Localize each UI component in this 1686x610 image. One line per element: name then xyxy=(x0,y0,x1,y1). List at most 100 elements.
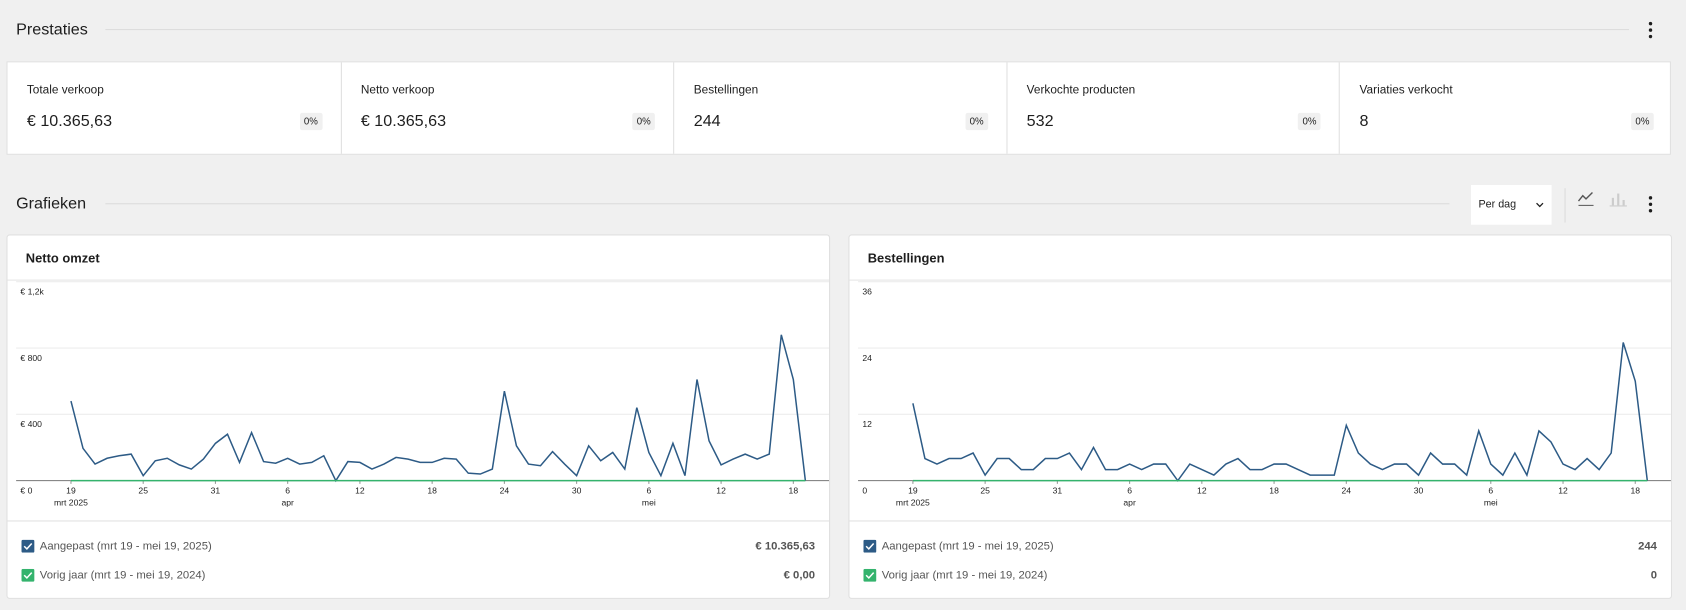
chart-title: Netto omzet xyxy=(25,250,100,266)
x-tick-label: 12 xyxy=(1197,486,1207,496)
x-tick-label: 31 xyxy=(1053,486,1063,496)
stat-change: 0% xyxy=(965,112,988,131)
divider xyxy=(849,520,1671,522)
checkmark xyxy=(23,543,33,551)
menu-button[interactable] xyxy=(1643,19,1658,41)
x-tick-label: 6 xyxy=(646,486,651,496)
x-tick-label: 30 xyxy=(1414,486,1424,496)
stat-change: 0% xyxy=(1631,112,1654,131)
legend-row: Aangepast (mrt 19 - mei 19, 2025) € 10.36… xyxy=(8,539,829,556)
chart-panel: Netto omzet € 0 € 400 € 800 € 1,2k 19 25 31 6 12 1… xyxy=(6,234,831,599)
stat-label: Totale verkoop xyxy=(26,83,104,97)
y-tick-label: € 400 xyxy=(20,419,42,429)
stat-card: Totale verkoop € 10.365,63 0% xyxy=(8,62,341,153)
legend-row: Aangepast (mrt 19 - mei 19, 2025) 244 xyxy=(849,539,1670,556)
series-line xyxy=(70,334,807,483)
x-tick-label: 12 xyxy=(355,486,365,496)
checkmark xyxy=(865,572,875,580)
chart-title: Bestellingen xyxy=(867,250,945,266)
checkmark xyxy=(23,572,33,580)
stat-value: € 10.365,63 xyxy=(360,111,447,131)
stat-label: Verkochte producten xyxy=(1026,83,1136,97)
checkbox-box xyxy=(21,568,35,582)
legend-checkbox[interactable] xyxy=(863,539,877,553)
x-month-label: mrt 2025 xyxy=(896,497,930,507)
divider xyxy=(105,29,1630,31)
x-tick-label: 19 xyxy=(66,486,76,496)
x-tick-label: 18 xyxy=(427,486,437,496)
x-tick-label: 25 xyxy=(138,486,148,496)
x-tick-label: 31 xyxy=(211,486,221,496)
legend-total: 0 xyxy=(1650,568,1657,582)
chevron xyxy=(1536,202,1544,208)
stat-card: Bestellingen 244 0% xyxy=(673,62,1006,154)
select-value: Per dag xyxy=(1478,198,1517,211)
stat-card: Verkochte producten 532 0% xyxy=(1006,62,1339,154)
stat-value: 532 xyxy=(1026,111,1054,131)
legend-checkbox[interactable] xyxy=(21,539,35,553)
x-tick-label: 18 xyxy=(789,486,799,496)
x-month-label: mei xyxy=(642,497,656,507)
section-title: Grafieken xyxy=(16,194,87,213)
checkbox-box xyxy=(863,568,877,582)
series-line xyxy=(912,342,1649,482)
stat-value: 244 xyxy=(693,111,721,131)
stat-label: Netto verkoop xyxy=(360,83,435,97)
legend-row: Vorig jaar (mrt 19 - mei 19, 2024) 0 xyxy=(849,568,1670,585)
x-month-label: apr xyxy=(281,497,294,507)
legend-total: € 0,00 xyxy=(783,568,816,582)
x-tick-label: 25 xyxy=(980,486,990,496)
divider xyxy=(105,203,1450,205)
stat-label: Bestellingen xyxy=(693,83,759,97)
legend-label: Aangepast (mrt 19 - mei 19, 2025) xyxy=(881,539,1054,553)
y-tick-label: € 800 xyxy=(20,353,42,363)
x-month-label: mrt 2025 xyxy=(54,497,88,507)
stat-change: 0% xyxy=(632,112,656,131)
x-tick-label: 12 xyxy=(1558,486,1568,496)
line-chart: € 0 € 400 € 800 € 1,2k 19 25 31 6 12 18 24 30 6 12 18 m… xyxy=(16,281,830,507)
x-month-label: apr xyxy=(1123,497,1136,507)
x-tick-label: 6 xyxy=(1127,486,1132,496)
legend-total: € 10.365,63 xyxy=(755,539,816,553)
stat-change: 0% xyxy=(299,112,323,131)
section-title: Prestaties xyxy=(16,20,88,39)
x-tick-label: 18 xyxy=(1630,486,1640,496)
y-tick-label: 24 xyxy=(862,353,872,363)
checkbox-box xyxy=(863,539,877,553)
x-month-label: mei xyxy=(1484,497,1498,507)
interval-select[interactable]: Per dag xyxy=(1470,184,1552,225)
divider xyxy=(7,279,830,281)
stat-value: € 10.365,63 xyxy=(26,111,113,131)
line-chart-toggle[interactable] xyxy=(1576,190,1595,207)
y-tick-label: 0 xyxy=(862,486,867,496)
checkmark xyxy=(865,543,875,551)
chart-panel: Bestellingen 0 12 24 36 19 25 31 6 12 18 24 30 6 12 18 m… xyxy=(848,234,1673,599)
x-tick-label: 12 xyxy=(716,486,726,496)
divider xyxy=(1564,188,1566,223)
stat-card: Netto verkoop € 10.365,63 0% xyxy=(340,62,673,154)
y-tick-label: 36 xyxy=(862,287,872,297)
legend-checkbox[interactable] xyxy=(863,568,877,582)
divider xyxy=(7,520,830,522)
legend-label: Vorig jaar (mrt 19 - mei 19, 2024) xyxy=(881,568,1048,582)
legend-checkbox[interactable] xyxy=(21,568,35,582)
x-tick-label: 24 xyxy=(500,486,510,496)
legend-row: Vorig jaar (mrt 19 - mei 19, 2024) € 0,00 xyxy=(8,568,829,585)
y-tick-label: € 0 xyxy=(20,486,32,496)
stat-label: Variaties verkocht xyxy=(1359,83,1453,97)
legend-label: Vorig jaar (mrt 19 - mei 19, 2024) xyxy=(39,568,206,582)
x-tick-label: 30 xyxy=(572,486,582,496)
bar-chart-toggle[interactable] xyxy=(1609,190,1628,207)
x-tick-label: 24 xyxy=(1342,486,1352,496)
checkbox-box xyxy=(21,539,35,553)
menu-button[interactable] xyxy=(1643,194,1658,216)
stats-row: Totale verkoop € 10.365,63 0% Netto verkoop… xyxy=(6,61,1671,155)
stat-change: 0% xyxy=(1298,112,1321,131)
y-tick-label: € 1,2k xyxy=(20,287,44,297)
stat-value: 8 xyxy=(1359,111,1369,131)
x-tick-label: 19 xyxy=(908,486,918,496)
x-tick-label: 6 xyxy=(285,486,290,496)
divider xyxy=(849,279,1671,281)
